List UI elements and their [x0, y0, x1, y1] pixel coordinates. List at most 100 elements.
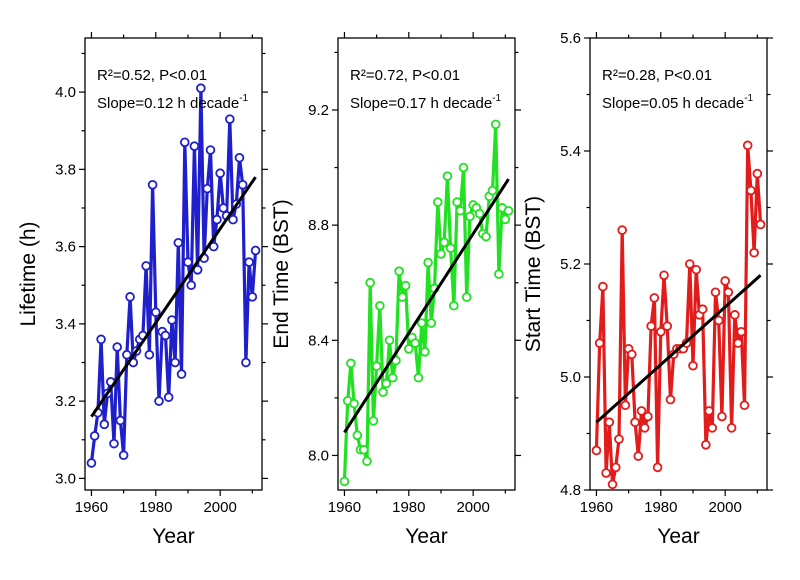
data-point	[607, 479, 618, 490]
data-point	[752, 168, 763, 179]
data-point	[186, 280, 197, 291]
data-point	[147, 180, 158, 190]
data-point	[368, 416, 379, 426]
data-point	[99, 419, 110, 430]
x-tick-label: 2000	[203, 499, 236, 516]
y-tick-label: 3.4	[55, 316, 76, 333]
data-point	[241, 357, 251, 368]
data-point	[617, 225, 627, 235]
data-point	[494, 269, 504, 279]
data-point	[212, 214, 222, 225]
data-point	[503, 205, 514, 216]
y-tick-label: 4.8	[560, 482, 581, 499]
x-tick-label: 1980	[392, 499, 425, 516]
data-point	[189, 141, 200, 151]
data-point	[736, 326, 747, 337]
data-point	[144, 349, 155, 360]
data-point	[89, 431, 100, 441]
data-point	[183, 257, 193, 267]
data-point	[96, 334, 106, 345]
data-point	[704, 406, 714, 416]
annotation-slope-exponent: -1	[239, 93, 248, 104]
chart-panel-3: 1960 1980 2000 4.8 5.0 5.2 5.4 5.6 Year Start Tim…	[522, 30, 773, 548]
data-point	[426, 318, 437, 328]
y-tick-label: 3.2	[55, 393, 76, 410]
data-point	[461, 292, 472, 302]
x-tick-label: 2000	[456, 499, 489, 516]
data-point	[403, 344, 414, 354]
data-point	[481, 231, 491, 242]
data-point	[746, 185, 756, 196]
data-point	[662, 321, 673, 331]
data-point	[154, 396, 164, 406]
data-point	[358, 444, 369, 455]
y-tick-label: 5.0	[560, 369, 581, 386]
data-point	[659, 270, 669, 281]
data-point	[432, 197, 443, 207]
data-point	[598, 281, 608, 292]
y-axis-title: End Time (BST)	[270, 199, 293, 348]
data-point	[749, 247, 759, 258]
series-line	[89, 86, 258, 464]
data-point	[141, 261, 151, 271]
data-point	[416, 318, 427, 328]
data-point	[237, 180, 248, 190]
data-point	[244, 257, 254, 267]
y-tick-label: 9.2	[308, 102, 329, 119]
y-axis-title: Start Time (BST)	[522, 196, 545, 352]
data-point	[250, 245, 261, 256]
data-point	[691, 264, 701, 275]
data-point	[247, 292, 258, 302]
data-point	[151, 307, 161, 318]
data-point	[720, 276, 730, 286]
data-point	[633, 451, 644, 461]
data-point	[346, 358, 356, 369]
data-point	[684, 259, 695, 269]
data-point	[742, 140, 753, 151]
data-point	[339, 476, 350, 487]
data-point	[610, 462, 621, 473]
data-point	[125, 292, 135, 302]
data-point	[436, 249, 446, 259]
data-point	[397, 292, 408, 302]
data-point	[627, 349, 637, 360]
y-axis-title: Lifetime (h)	[17, 221, 40, 326]
annotation-r2: R²=0.28, P<0.01	[602, 67, 712, 84]
data-point	[739, 400, 750, 411]
data-point	[723, 287, 734, 298]
data-point	[413, 372, 424, 383]
data-point	[384, 335, 395, 346]
series-line	[342, 122, 511, 482]
data-point	[458, 162, 469, 173]
y-tick-label: 8.0	[308, 447, 329, 464]
x-tick-label: 1960	[580, 499, 613, 516]
x-tick-label: 1980	[139, 499, 172, 516]
trend-line	[90, 176, 257, 418]
y-tick-label: 8.4	[308, 332, 329, 349]
data-point	[601, 468, 611, 478]
data-point	[730, 310, 740, 320]
data-point	[665, 394, 676, 405]
y-tick-label: 4.0	[55, 84, 76, 101]
annotation-r2: R²=0.72, P<0.01	[350, 67, 460, 84]
data-point	[649, 293, 660, 303]
x-tick-label: 1960	[328, 499, 361, 516]
y-tick-label: 3.6	[55, 239, 76, 256]
data-point	[620, 400, 631, 411]
data-point	[465, 211, 475, 222]
data-point	[205, 145, 216, 155]
data-point	[652, 462, 663, 473]
data-point	[170, 357, 180, 368]
data-point	[365, 277, 375, 288]
data-point	[378, 387, 388, 397]
data-point	[394, 266, 404, 276]
annotation-slope-exponent: -1	[744, 93, 753, 104]
annotation-r2: R²=0.52, P<0.01	[97, 67, 207, 84]
chart-panel-2: 1960 1980 2000 8.0 8.4 8.8 9.2 Year End Time (BS…	[270, 32, 521, 548]
data-point	[697, 304, 708, 315]
data-point	[646, 321, 656, 331]
data-point	[215, 168, 225, 179]
data-point	[423, 257, 433, 268]
data-point	[173, 237, 184, 248]
annotation-slope-exponent: -1	[492, 93, 501, 104]
